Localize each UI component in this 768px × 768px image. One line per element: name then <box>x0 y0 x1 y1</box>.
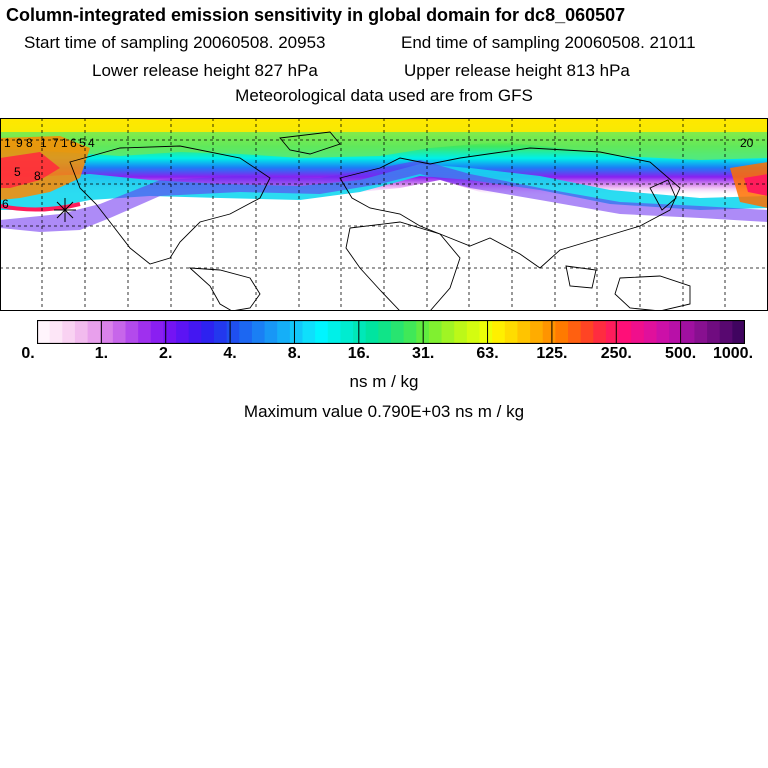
sensitivity-map: 1 9 8 1 7 1 6 5 4 5 8 6 20 <box>0 118 768 311</box>
colorbar-segment <box>150 320 164 344</box>
colorbar-segment <box>226 320 240 344</box>
colorbar-segment <box>631 320 645 344</box>
traj-label: 1 <box>61 136 68 150</box>
colorbar-segment <box>542 320 556 344</box>
colorbar-tick-label: 1. <box>94 345 109 362</box>
colorbar-segment <box>530 320 544 344</box>
traj-label: 8 <box>26 136 33 150</box>
colorbar-segment <box>353 320 367 344</box>
colorbar-segment <box>517 320 531 344</box>
colorbar-segment <box>669 320 683 344</box>
colorbar-tick-label: 4. <box>223 345 237 362</box>
colorbar-tick-label: 31. <box>412 345 435 362</box>
colorbar-segment <box>378 320 392 344</box>
colorbar-units: ns m / kg <box>349 372 419 391</box>
colorbar-segment <box>568 320 582 344</box>
colorbar-segment <box>214 320 228 344</box>
traj-label: 5 <box>79 136 86 150</box>
start-time-label: Start time of sampling 20060508. 20953 <box>24 33 326 52</box>
colorbar-tick-label: 16. <box>347 345 370 362</box>
colorbar-tick-label: 8. <box>287 345 302 362</box>
colorbar-segment <box>681 320 695 344</box>
colorbar-segment <box>391 320 405 344</box>
colorbar-tick-label: 2. <box>159 345 173 362</box>
colorbar-segment <box>340 320 354 344</box>
colorbar-segment <box>112 320 126 344</box>
peak-sensitivity-west <box>0 152 60 188</box>
colorbar-segment <box>618 320 632 344</box>
colorbar-segment <box>49 320 63 344</box>
colorbar-segment <box>37 320 51 344</box>
colorbar-tick-label: 1000. <box>712 345 754 362</box>
colorbar-segment <box>277 320 291 344</box>
colorbar-segment <box>428 320 443 344</box>
colorbar-segment <box>403 320 417 344</box>
colorbar-segment <box>264 320 278 344</box>
colorbar-segment <box>732 320 745 344</box>
colorbar-segment <box>125 320 139 344</box>
traj-label: 1 <box>40 136 47 150</box>
traj-label: 8 <box>34 169 41 183</box>
release-point-marker <box>54 198 76 222</box>
colorbar-segment <box>302 320 316 344</box>
colorbar-border <box>37 320 745 344</box>
colorbar-segment <box>289 320 303 344</box>
colorbar-segment <box>201 320 215 344</box>
traj-label: 6 <box>70 136 77 150</box>
colorbar-tick-label: 250. <box>600 345 632 362</box>
traj-label: 6 <box>2 197 9 211</box>
traj-label: 5 <box>14 165 21 179</box>
traj-label: 4 <box>88 136 95 150</box>
traj-label: 1 <box>4 136 11 150</box>
colorbar-segment <box>643 320 657 344</box>
peak-sensitivity-east <box>744 174 768 196</box>
lower-height-label: Lower release height 827 hPa <box>92 61 318 80</box>
colorbar-segment <box>163 320 177 344</box>
colorbar-segment <box>239 320 253 344</box>
colorbar-tick-label: 63. <box>476 345 499 362</box>
traj-label: 7 <box>52 136 59 150</box>
colorbar-segment <box>504 320 518 344</box>
colorbar-tick-label: 0. <box>21 345 35 362</box>
colorbar-segment <box>327 320 341 344</box>
subpolar-region <box>0 132 768 160</box>
colorbar-segment <box>656 320 670 344</box>
colorbar-segment <box>74 320 89 344</box>
lat-lon-grid <box>0 118 768 311</box>
upper-height-label: Upper release height 813 hPa <box>404 61 630 80</box>
colorbar-segment <box>719 320 733 344</box>
colorbar-segment <box>492 320 506 344</box>
colorbar-segment <box>580 320 594 344</box>
colorbar-segment <box>466 320 480 344</box>
colorbar-segment <box>707 320 721 344</box>
colorbar-segment <box>188 320 202 344</box>
colorbar-segment <box>176 320 190 344</box>
colorbar-segment <box>315 320 329 344</box>
colorbar-tick-label: 500. <box>665 345 697 362</box>
maximum-value-label: Maximum value 0.790E+03 ns m / kg <box>243 402 525 421</box>
colorbar-segment <box>441 320 455 344</box>
colorbar-segment <box>593 320 607 344</box>
colorbar-segment <box>479 320 493 344</box>
colorbar-segment <box>555 320 569 344</box>
colorbar-segment <box>87 320 101 344</box>
end-time-label: End time of sampling 20060508. 21011 <box>401 33 696 52</box>
colorbar-segment <box>454 320 468 344</box>
colorbar-segment <box>138 320 152 344</box>
colorbar-tick-label: 125. <box>536 345 568 362</box>
colorbar-segment <box>100 320 114 344</box>
met-data-label: Meteorological data used are from GFS <box>235 86 533 105</box>
traj-label: 9 <box>16 136 23 150</box>
colorbar-segment <box>694 320 708 344</box>
red-streak-west <box>0 202 81 212</box>
colorbar-segment <box>251 320 266 344</box>
traj-label: 20 <box>740 136 754 150</box>
colorbar-segment <box>62 320 76 344</box>
colorbar-segment <box>365 320 379 344</box>
colorbar <box>37 320 745 344</box>
map-title: Column-integrated emission sensitivity i… <box>6 5 626 25</box>
colorbar-segment <box>605 320 620 344</box>
